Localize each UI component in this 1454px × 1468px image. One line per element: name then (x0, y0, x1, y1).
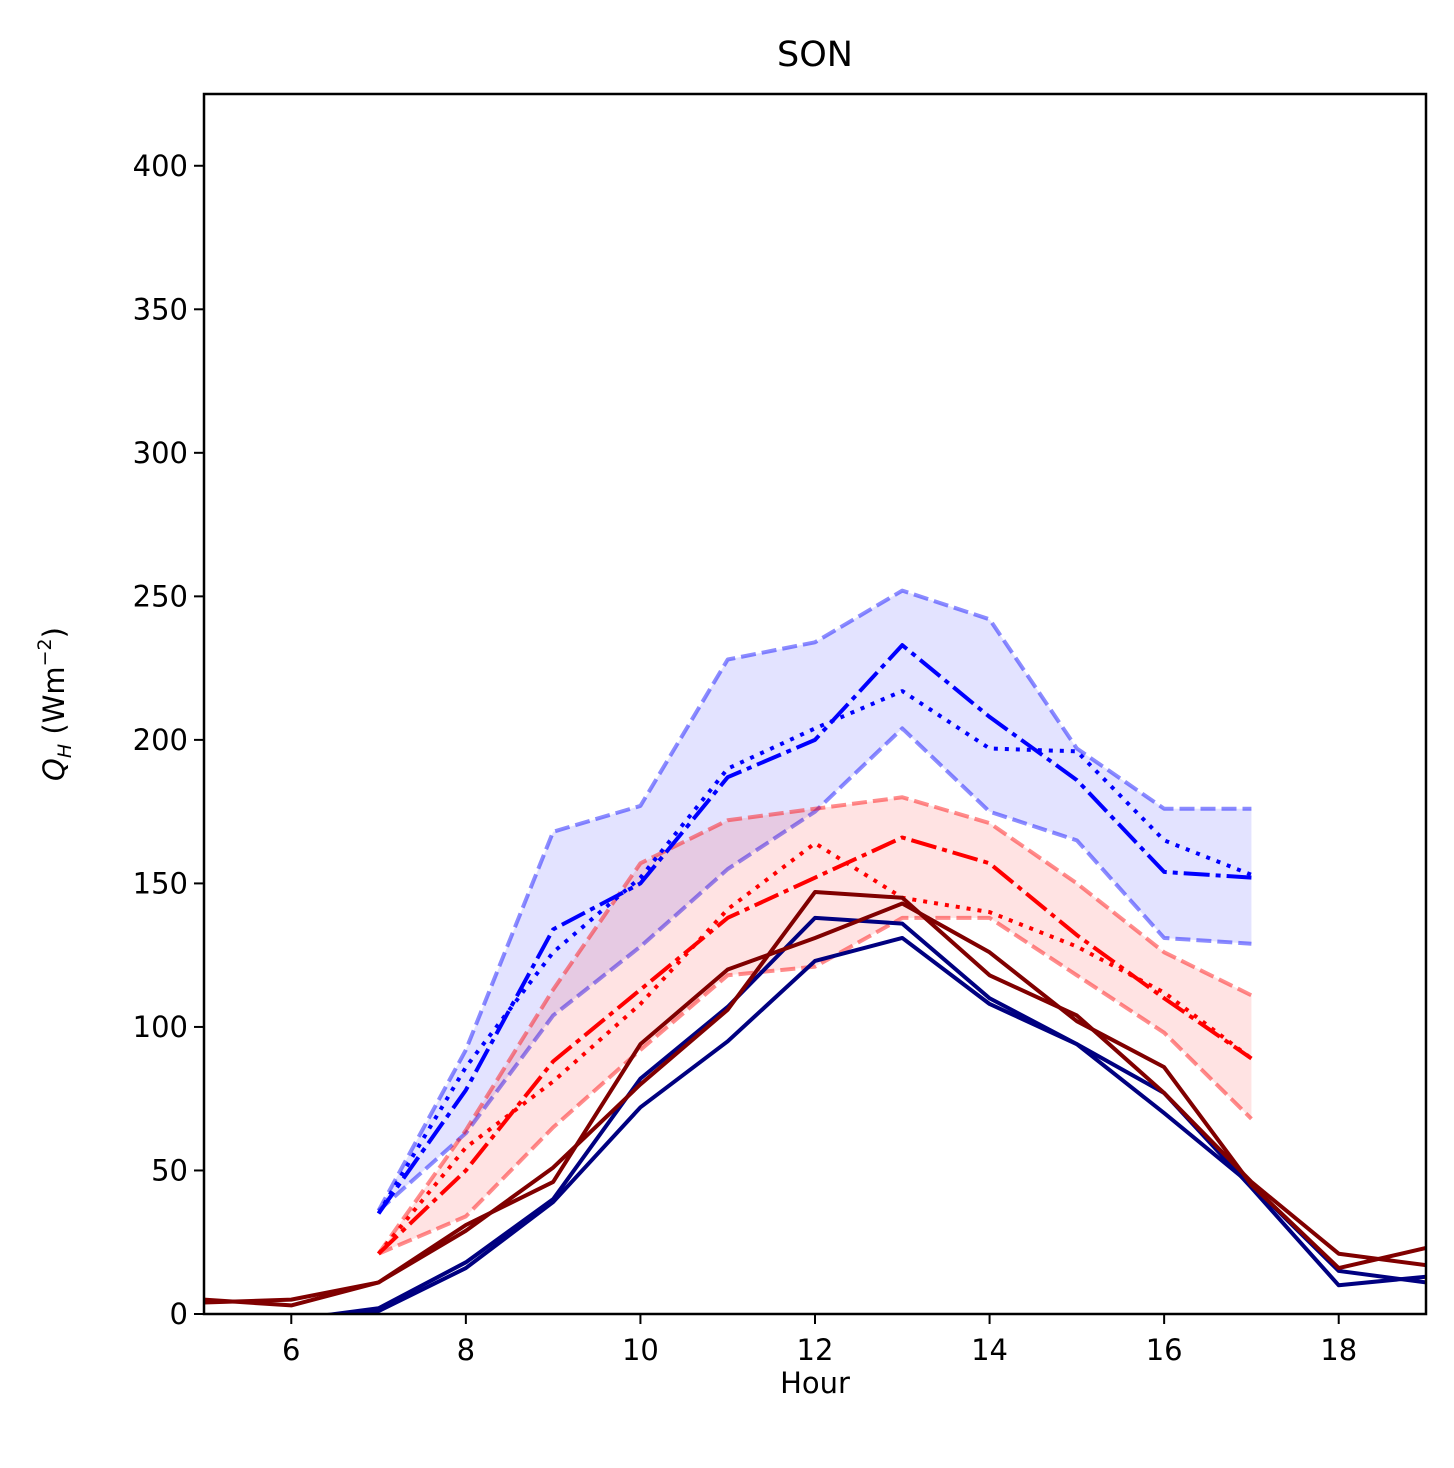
y-axis-title-symbol: Q (37, 758, 71, 781)
x-tick-label: 8 (457, 1333, 475, 1367)
y-axis-title-subscript: H (54, 744, 76, 758)
band-lower-0 (377, 726, 1252, 1213)
series-layer (204, 643, 1426, 1314)
series-line-5 (341, 935, 1426, 1314)
x-tick-label: 18 (1320, 1333, 1357, 1367)
x-tick-label: 6 (282, 1333, 300, 1367)
y-axis-title-unit-close: ) (37, 627, 71, 638)
y-tick-label: 400 (133, 149, 188, 183)
series-line-7 (204, 901, 1426, 1308)
series-line-2 (377, 835, 1253, 1256)
y-axis-title: QH (Wm−2) (34, 627, 76, 781)
band-upper-0 (376, 588, 1252, 1212)
series-line-4 (319, 915, 1426, 1314)
series-line-0 (376, 643, 1252, 1215)
x-tick-label: 12 (797, 1333, 834, 1367)
chart-title: SON (777, 35, 853, 75)
band-upper-1 (376, 795, 1253, 1255)
x-tick-label: 10 (622, 1333, 659, 1367)
y-tick-label: 100 (133, 1010, 188, 1044)
band-fill-0 (378, 590, 1252, 1211)
y-tick-label: 250 (133, 579, 188, 613)
x-axis: 6 8 10 12 14 16 18 (282, 1314, 1357, 1367)
x-axis-title: Hour (780, 1366, 850, 1400)
series-line-3 (377, 841, 1253, 1255)
y-axis-title-superscript: −2 (34, 638, 56, 666)
y-tick-label: 350 (133, 292, 188, 326)
y-tick-label: 50 (151, 1153, 188, 1187)
series-line-1 (376, 689, 1253, 1215)
x-tick-label: 14 (971, 1333, 1008, 1367)
y-tick-label: 150 (133, 866, 188, 900)
bands-layer (376, 588, 1253, 1256)
y-tick-label: 0 (170, 1297, 188, 1331)
y-tick-label: 200 (133, 723, 188, 757)
band-fill-1 (378, 797, 1252, 1254)
band-lower-1 (377, 915, 1253, 1256)
x-tick-label: 16 (1146, 1333, 1183, 1367)
y-axis: 0 50 100 150 200 250 300 350 400 (133, 149, 204, 1331)
y-axis-title-unit-open: (Wm (37, 666, 71, 743)
y-tick-label: 300 (133, 436, 188, 470)
